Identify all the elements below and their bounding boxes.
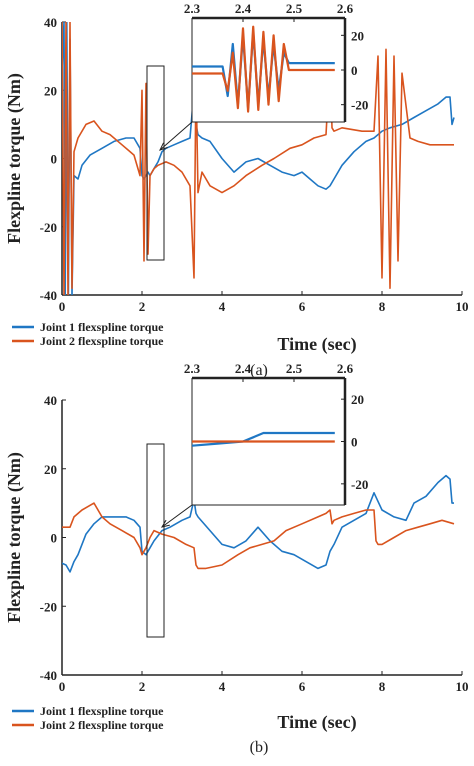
y-axis-label: Flexpline torque (Nm): [4, 452, 25, 623]
y-tick-label: 40: [44, 393, 57, 408]
inset-plot: 2.3 2.4 2.5 2.6 20 0 -20: [184, 1, 368, 123]
inset-plot: 2.3 2.4 2.5 2.6 20 0 -20: [184, 361, 368, 506]
x-tick-label: 6: [299, 299, 306, 314]
x-axis-label: Time (sec): [277, 712, 356, 733]
legend-entry: Joint 1 flexspline torque: [40, 320, 164, 334]
inset-x-tick-label: 2.3: [184, 1, 201, 16]
inset-x-tick-label: 2.3: [184, 361, 201, 376]
x-tick-label: 8: [379, 299, 386, 314]
inset-y-tick-label: -20: [351, 477, 368, 492]
zoom-arrow-head: [159, 142, 168, 151]
x-tick-label: 2: [139, 679, 146, 694]
inset-y-tick-label: 0: [351, 63, 358, 78]
series-line-joint-2: [62, 22, 454, 295]
x-tick-label: 4: [219, 299, 226, 314]
inset-y-tick-label: -20: [351, 98, 368, 113]
chart-panel-a: 0 2 4 6 8 10 40 20 0 -20 -40 2.3 2.4 2.5 2.6 20 0 -20 Flex…: [4, 1, 469, 379]
series-line-joint-1: [62, 474, 454, 573]
inset-x-tick-label: 2.6: [337, 361, 354, 376]
zoom-arrow: [159, 121, 193, 151]
y-tick-label: 0: [51, 531, 58, 546]
x-tick-label: 0: [59, 679, 66, 694]
zoom-arrow: [161, 504, 193, 528]
inset-y-tick-label: 20: [351, 28, 364, 43]
inset-series-line-joint-2: [192, 25, 335, 113]
x-tick-label: 2: [139, 299, 146, 314]
panel-caption: (b): [250, 739, 269, 756]
x-tick-label: 0: [59, 299, 66, 314]
inset-y-tick-label: 0: [351, 435, 358, 450]
y-tick-label: 20: [44, 462, 57, 477]
legend-entry: Joint 1 flexspline torque: [40, 704, 164, 718]
y-tick-label: 20: [44, 83, 57, 98]
inset-y-tick-label: 20: [351, 392, 364, 407]
y-tick-label: -20: [40, 599, 57, 614]
inset-x-tick-label: 2.4: [235, 361, 252, 376]
y-axis-label: Flexpline torque (Nm): [4, 73, 25, 244]
y-tick-label: -20: [40, 220, 57, 235]
zoom-arrow-head: [160, 519, 170, 528]
y-tick-label: 40: [44, 15, 57, 30]
zoom-region-box: [146, 443, 165, 638]
zoom-region-box: [146, 65, 165, 261]
x-tick-label: 8: [379, 679, 386, 694]
x-tick-label: 10: [456, 299, 469, 314]
inset-series-line-joint-1: [192, 431, 335, 447]
legend-entry: Joint 2 flexspline torque: [40, 334, 164, 348]
y-tick-label: -40: [40, 288, 57, 303]
chart-panel-b: 0 2 4 6 8 10 40 20 0 -20 -40 2.3 2.4 2.5 2.6 20 0 -20 Flex…: [4, 361, 469, 756]
x-tick-label: 6: [299, 679, 306, 694]
y-tick-label: 0: [51, 152, 58, 167]
x-tick-label: 4: [219, 679, 226, 694]
panel-caption: (a): [250, 362, 268, 379]
inset-x-tick-label: 2.5: [286, 361, 303, 376]
inset-x-tick-label: 2.6: [337, 1, 354, 16]
x-tick-label: 10: [456, 679, 469, 694]
y-tick-label: -40: [40, 668, 57, 683]
x-axis-label: Time (sec): [277, 334, 356, 355]
inset-x-tick-label: 2.4: [235, 1, 252, 16]
legend-entry: Joint 2 flexspline torque: [40, 718, 164, 732]
series-line-joint-2: [62, 502, 455, 570]
inset-x-tick-label: 2.5: [286, 1, 303, 16]
